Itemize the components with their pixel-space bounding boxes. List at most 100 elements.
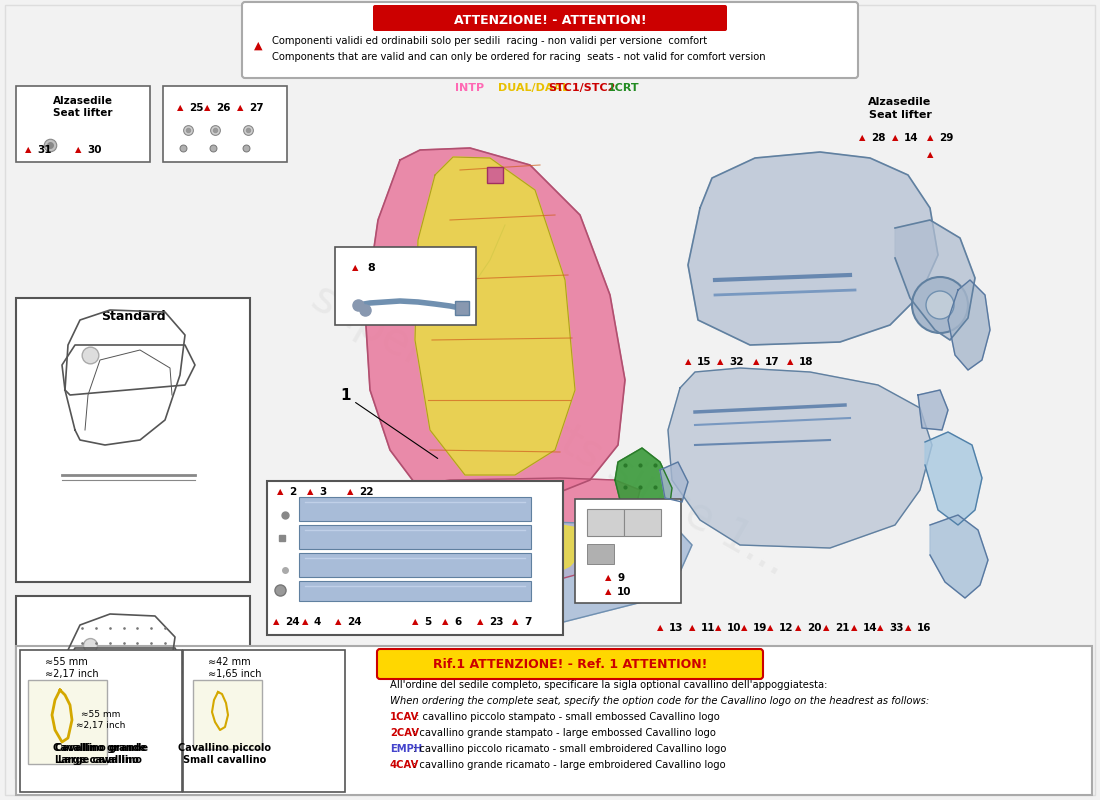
Text: 15: 15 xyxy=(697,357,712,367)
Text: 2CAV: 2CAV xyxy=(390,728,419,738)
Text: 9: 9 xyxy=(617,573,624,583)
Text: ▲: ▲ xyxy=(717,358,724,366)
FancyBboxPatch shape xyxy=(336,247,476,325)
Text: 4CAV: 4CAV xyxy=(390,760,419,770)
Text: 25: 25 xyxy=(189,103,204,113)
Text: ▲: ▲ xyxy=(823,623,829,633)
Text: 32: 32 xyxy=(729,357,744,367)
FancyBboxPatch shape xyxy=(373,5,727,31)
Text: ▲: ▲ xyxy=(740,623,747,633)
Text: ▲: ▲ xyxy=(605,587,612,597)
Text: Alzasedile: Alzasedile xyxy=(868,97,932,107)
Text: 14: 14 xyxy=(864,623,878,633)
Text: ▲: ▲ xyxy=(24,146,31,154)
Text: 1CAV: 1CAV xyxy=(390,712,419,722)
Text: EMPH: EMPH xyxy=(390,744,422,754)
Text: Components that are valid and can only be ordered for racing  seats - not valid : Components that are valid and can only b… xyxy=(272,52,766,62)
FancyBboxPatch shape xyxy=(267,481,563,635)
Text: ▲: ▲ xyxy=(75,146,81,154)
FancyBboxPatch shape xyxy=(299,525,531,549)
Text: 33: 33 xyxy=(889,623,903,633)
Text: ▲: ▲ xyxy=(786,358,793,366)
Polygon shape xyxy=(895,220,975,340)
Text: Large cavallino: Large cavallino xyxy=(55,755,139,765)
Polygon shape xyxy=(668,368,932,548)
Text: 27: 27 xyxy=(249,103,264,113)
Text: 10: 10 xyxy=(727,623,741,633)
Polygon shape xyxy=(688,152,938,345)
Text: 20: 20 xyxy=(807,623,822,633)
Text: ≈2,17 inch: ≈2,17 inch xyxy=(45,669,99,679)
Text: ▲: ▲ xyxy=(334,618,341,626)
Text: When ordering the complete seat, specify the option code for the Cavallino logo : When ordering the complete seat, specify… xyxy=(390,696,930,706)
Text: Rif.1 ATTENZIONE! - Ref. 1 ATTENTION!: Rif.1 ATTENZIONE! - Ref. 1 ATTENTION! xyxy=(432,658,707,671)
Text: Cavallino grande: Cavallino grande xyxy=(55,743,148,753)
Text: 1: 1 xyxy=(340,388,438,458)
Text: 8: 8 xyxy=(367,263,375,273)
Text: ▲: ▲ xyxy=(904,623,911,633)
Text: Cavallino piccolo: Cavallino piccolo xyxy=(178,743,272,753)
Text: 16: 16 xyxy=(917,623,932,633)
Text: 24: 24 xyxy=(346,617,362,627)
Text: Componenti validi ed ordinabili solo per sedili  racing - non validi per version: Componenti validi ed ordinabili solo per… xyxy=(272,36,707,46)
Text: 29: 29 xyxy=(939,133,954,143)
Text: ▲: ▲ xyxy=(512,618,518,626)
Text: ▲: ▲ xyxy=(301,618,308,626)
Text: Small cavallino: Small cavallino xyxy=(184,755,266,765)
FancyBboxPatch shape xyxy=(575,499,681,603)
Text: 10: 10 xyxy=(617,587,631,597)
Text: ▲: ▲ xyxy=(850,623,857,633)
Text: ▲: ▲ xyxy=(767,623,773,633)
Text: ▲: ▲ xyxy=(926,150,933,159)
Text: ▲: ▲ xyxy=(926,134,933,142)
Text: ▲: ▲ xyxy=(254,41,262,51)
Text: ▲: ▲ xyxy=(892,134,899,142)
Text: 21: 21 xyxy=(835,623,849,633)
Text: Standard: Standard xyxy=(101,310,165,322)
Text: 5: 5 xyxy=(424,617,431,627)
Polygon shape xyxy=(365,148,625,505)
Text: 23: 23 xyxy=(490,617,504,627)
FancyBboxPatch shape xyxy=(20,650,182,792)
Polygon shape xyxy=(948,280,990,370)
Text: super for-parts since 1...: super for-parts since 1... xyxy=(305,276,795,584)
Text: 1CRT: 1CRT xyxy=(608,83,639,93)
Text: Large cavallino: Large cavallino xyxy=(58,755,142,765)
Text: 17: 17 xyxy=(764,357,780,367)
Text: ▲: ▲ xyxy=(352,263,359,273)
Text: INTP: INTP xyxy=(455,83,484,93)
FancyBboxPatch shape xyxy=(183,650,345,792)
Text: STC1/STC2: STC1/STC2 xyxy=(548,83,615,93)
Text: ▲: ▲ xyxy=(273,618,279,626)
Text: ▲: ▲ xyxy=(307,487,314,497)
Text: ▲: ▲ xyxy=(605,574,612,582)
Text: ▲: ▲ xyxy=(684,358,691,366)
Text: ▲: ▲ xyxy=(794,623,801,633)
FancyBboxPatch shape xyxy=(587,544,614,564)
Text: 22: 22 xyxy=(359,487,374,497)
FancyBboxPatch shape xyxy=(587,509,624,536)
FancyBboxPatch shape xyxy=(163,86,287,162)
FancyBboxPatch shape xyxy=(16,86,150,162)
Text: ▲: ▲ xyxy=(411,618,418,626)
Text: 31: 31 xyxy=(37,145,52,155)
FancyBboxPatch shape xyxy=(624,509,661,536)
Text: ▲: ▲ xyxy=(877,623,883,633)
Text: ≈1,65 inch: ≈1,65 inch xyxy=(208,669,262,679)
Text: Seat lifter: Seat lifter xyxy=(53,108,112,118)
Text: 12: 12 xyxy=(779,623,793,633)
Text: 30: 30 xyxy=(87,145,101,155)
Text: Alzasedile: Alzasedile xyxy=(53,96,113,106)
Text: 26: 26 xyxy=(216,103,231,113)
Text: ▲: ▲ xyxy=(177,103,184,113)
Text: DUAL/DAAL: DUAL/DAAL xyxy=(498,83,569,93)
Polygon shape xyxy=(615,448,672,540)
Text: ▲: ▲ xyxy=(442,618,449,626)
Text: Cavallino grande: Cavallino grande xyxy=(54,743,146,753)
FancyBboxPatch shape xyxy=(192,680,262,749)
Text: 11: 11 xyxy=(701,623,715,633)
Text: Perforated upholstery: Perforated upholstery xyxy=(68,747,198,757)
Circle shape xyxy=(926,291,954,319)
Polygon shape xyxy=(918,390,948,430)
FancyBboxPatch shape xyxy=(299,581,531,601)
